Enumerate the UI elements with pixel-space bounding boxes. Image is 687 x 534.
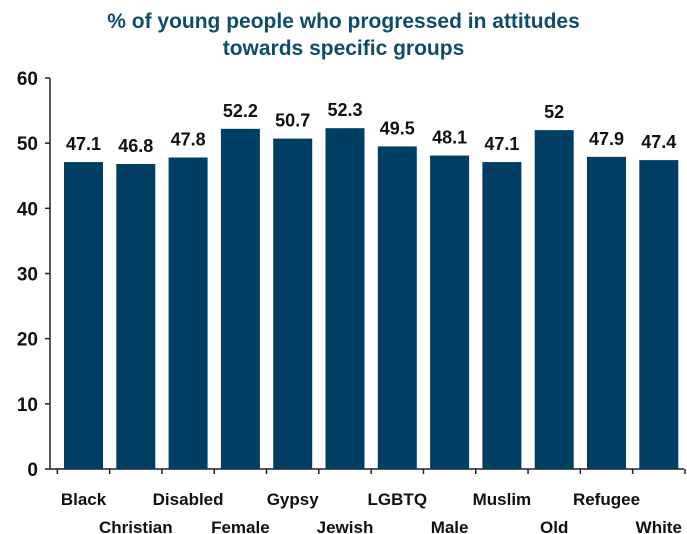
data-label: 47.8 [171, 130, 206, 150]
data-label: 46.8 [118, 136, 153, 156]
y-tick-label: 50 [17, 134, 38, 155]
y-tick-label: 20 [17, 330, 38, 351]
y-tick-label: 30 [17, 265, 38, 286]
data-label: 47.1 [66, 134, 101, 154]
bar-black [64, 162, 103, 469]
chart-title-line-1: % of young people who progressed in atti… [107, 10, 580, 33]
bar-muslim [482, 162, 522, 469]
bar-jewish [325, 128, 365, 469]
bar-refugee [587, 156, 626, 469]
data-label: 52.3 [327, 100, 362, 120]
bar-old [534, 130, 574, 469]
bar-male [430, 155, 470, 469]
data-label: 52 [544, 102, 564, 122]
x-tick-label: Old [540, 518, 568, 534]
data-label: 47.4 [641, 132, 676, 152]
data-label: 50.7 [275, 111, 310, 131]
data-label: 49.5 [380, 118, 415, 138]
x-tick-label: Refugee [573, 490, 640, 509]
bar-disabled [168, 157, 208, 469]
x-tick-label: Christian [99, 518, 173, 534]
chart-title-line-2: towards specific groups [222, 37, 465, 60]
y-tick-label: 40 [17, 199, 38, 220]
x-tick-label: White [636, 518, 682, 534]
y-tick-label: 0 [27, 460, 38, 481]
x-tick-label: Female [211, 518, 270, 534]
bar-white [639, 160, 679, 470]
data-label: 47.1 [484, 134, 519, 154]
bar-christian [116, 164, 156, 469]
x-tick-label: Black [61, 490, 107, 509]
data-label: 48.1 [432, 128, 467, 148]
x-tick-label: Male [431, 518, 469, 534]
data-label: 52.2 [223, 101, 258, 121]
x-tick-label: Jewish [317, 518, 374, 534]
bar-female [220, 128, 260, 469]
x-tick-label: Disabled [153, 490, 224, 509]
x-tick-label: LGBTQ [368, 490, 428, 509]
bar-lgbtq [377, 146, 417, 470]
bar-gypsy [273, 138, 313, 470]
y-tick-label: 10 [17, 395, 38, 416]
x-tick-label: Muslim [473, 490, 532, 509]
data-label: 47.9 [589, 129, 624, 149]
y-tick-label: 60 [17, 69, 38, 90]
x-tick-label: Gypsy [267, 490, 320, 509]
